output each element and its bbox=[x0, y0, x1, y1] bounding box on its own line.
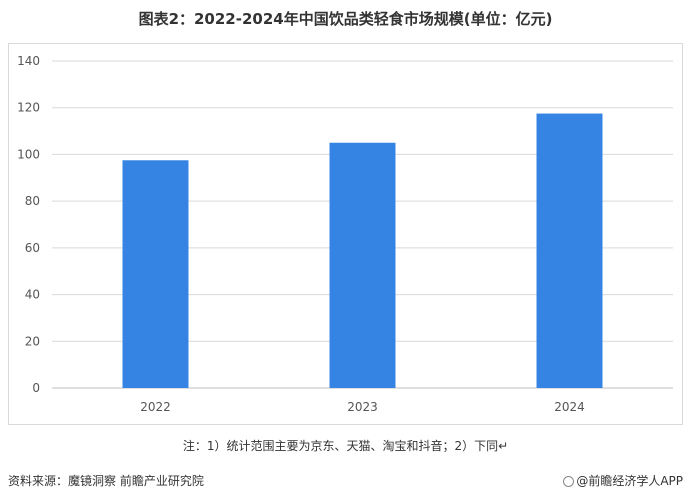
y-tick-label: 40 bbox=[25, 288, 40, 302]
x-tick-label: 2022 bbox=[140, 400, 171, 414]
y-tick-label: 0 bbox=[32, 381, 40, 395]
y-tick-label: 60 bbox=[25, 241, 40, 255]
bar-2024 bbox=[536, 113, 603, 388]
chart-title: 图表2：2022-2024年中国饮品类轻食市场规模(单位：亿元) bbox=[138, 10, 553, 28]
x-tick-label: 2024 bbox=[554, 400, 585, 414]
y-tick-label: 120 bbox=[17, 101, 40, 115]
chart-note: 注：1）统计范围主要为京东、天猫、淘宝和抖音；2）下同↵ bbox=[182, 439, 509, 453]
brand-logo-icon bbox=[563, 476, 575, 487]
bar-2023 bbox=[329, 142, 396, 388]
brand-text: @前瞻经济学人APP bbox=[576, 474, 683, 488]
x-tick-label: 2023 bbox=[347, 400, 378, 414]
bar-2022 bbox=[122, 160, 189, 388]
y-tick-label: 100 bbox=[17, 147, 40, 161]
y-tick-label: 20 bbox=[25, 334, 40, 348]
y-tick-label: 140 bbox=[17, 54, 40, 68]
y-tick-label: 80 bbox=[25, 194, 40, 208]
source-text: 资料来源：魔镜洞察 前瞻产业研究院 bbox=[8, 474, 204, 488]
brand-credit: @前瞻经济学人APP bbox=[563, 472, 683, 489]
chart-frame bbox=[8, 43, 683, 425]
